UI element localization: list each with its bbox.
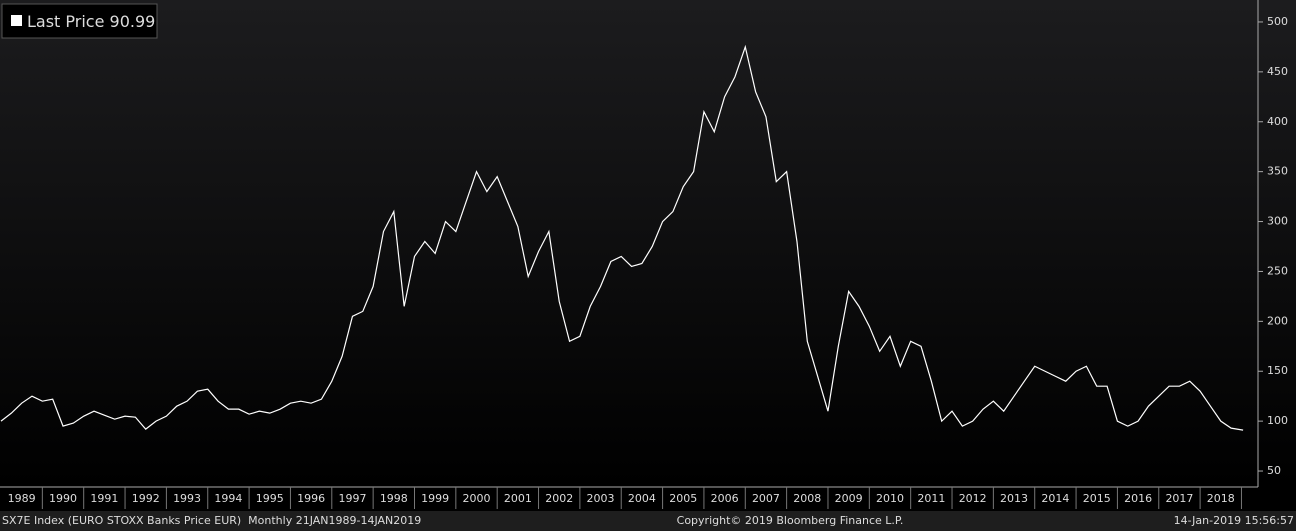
footer-band	[0, 511, 1296, 531]
marks: 50 100 150 200 250 300 350 400 450 500 1989 1990 199…	[0, 15, 1288, 509]
x-tick-label: 2005	[669, 492, 697, 505]
x-tick-label: 2011	[917, 492, 945, 505]
x-tick-label: 1989	[8, 492, 36, 505]
x-tick-label: 2017	[1165, 492, 1193, 505]
x-tick-label: 2006	[711, 492, 739, 505]
x-tick-label: 2001	[504, 492, 532, 505]
x-tick-label: 1994	[214, 492, 242, 505]
x-tick-label: 2008	[793, 492, 821, 505]
x-tick-label: 2000	[463, 492, 491, 505]
y-tick-label: 450	[1267, 65, 1288, 78]
x-tick-label: 2014	[1041, 492, 1069, 505]
x-tick-label: 2010	[876, 492, 904, 505]
y-tick-label: 50	[1267, 464, 1281, 477]
x-tick-label: 1993	[173, 492, 201, 505]
x-tick-label: 2015	[1083, 492, 1111, 505]
x-tick-label: 2016	[1124, 492, 1152, 505]
x-tick-label: 2013	[1000, 492, 1028, 505]
y-tick-label: 500	[1267, 15, 1288, 28]
x-tick-label: 1991	[90, 492, 118, 505]
legend-swatch	[11, 15, 22, 26]
y-tick-label: 300	[1267, 215, 1288, 228]
legend-name: Last Price	[27, 12, 104, 31]
legend-text: Last Price 90.99	[27, 12, 155, 31]
x-tick-label: 2002	[545, 492, 573, 505]
x-tick-label: 1997	[338, 492, 366, 505]
y-tick-label: 400	[1267, 115, 1288, 128]
y-tick-label: 200	[1267, 314, 1288, 327]
plot-background	[0, 0, 1296, 487]
x-tick-label: 1996	[297, 492, 325, 505]
y-tick-label: 100	[1267, 414, 1288, 427]
y-tick-label: 250	[1267, 264, 1288, 277]
x-tick-label: 1990	[49, 492, 77, 505]
x-tick-label: 1998	[380, 492, 408, 505]
x-tick-label: 2018	[1207, 492, 1235, 505]
footer-center: Copyright© 2019 Bloomberg Finance L.P.	[677, 514, 904, 527]
x-tick-label: 2007	[752, 492, 780, 505]
legend-last-value: 90.99	[110, 12, 156, 31]
legend-box	[1, 3, 158, 39]
x-tick-label: 2004	[628, 492, 656, 505]
y-tick-label: 150	[1267, 364, 1288, 377]
footer-left: SX7E Index (EURO STOXX Banks Price EUR) …	[2, 514, 421, 527]
price-line	[0, 44, 1244, 431]
x-tick-label: 1995	[256, 492, 284, 505]
x-axis-band	[0, 487, 1296, 510]
x-tick-label: 1999	[421, 492, 449, 505]
x-tick-label: 1992	[132, 492, 160, 505]
y-tick-label: 350	[1267, 165, 1288, 178]
x-tick-label: 2003	[587, 492, 615, 505]
footer-right: 14-Jan-2019 15:56:57	[1174, 514, 1294, 527]
x-tick-label: 2009	[835, 492, 863, 505]
x-tick-label: 2012	[959, 492, 987, 505]
